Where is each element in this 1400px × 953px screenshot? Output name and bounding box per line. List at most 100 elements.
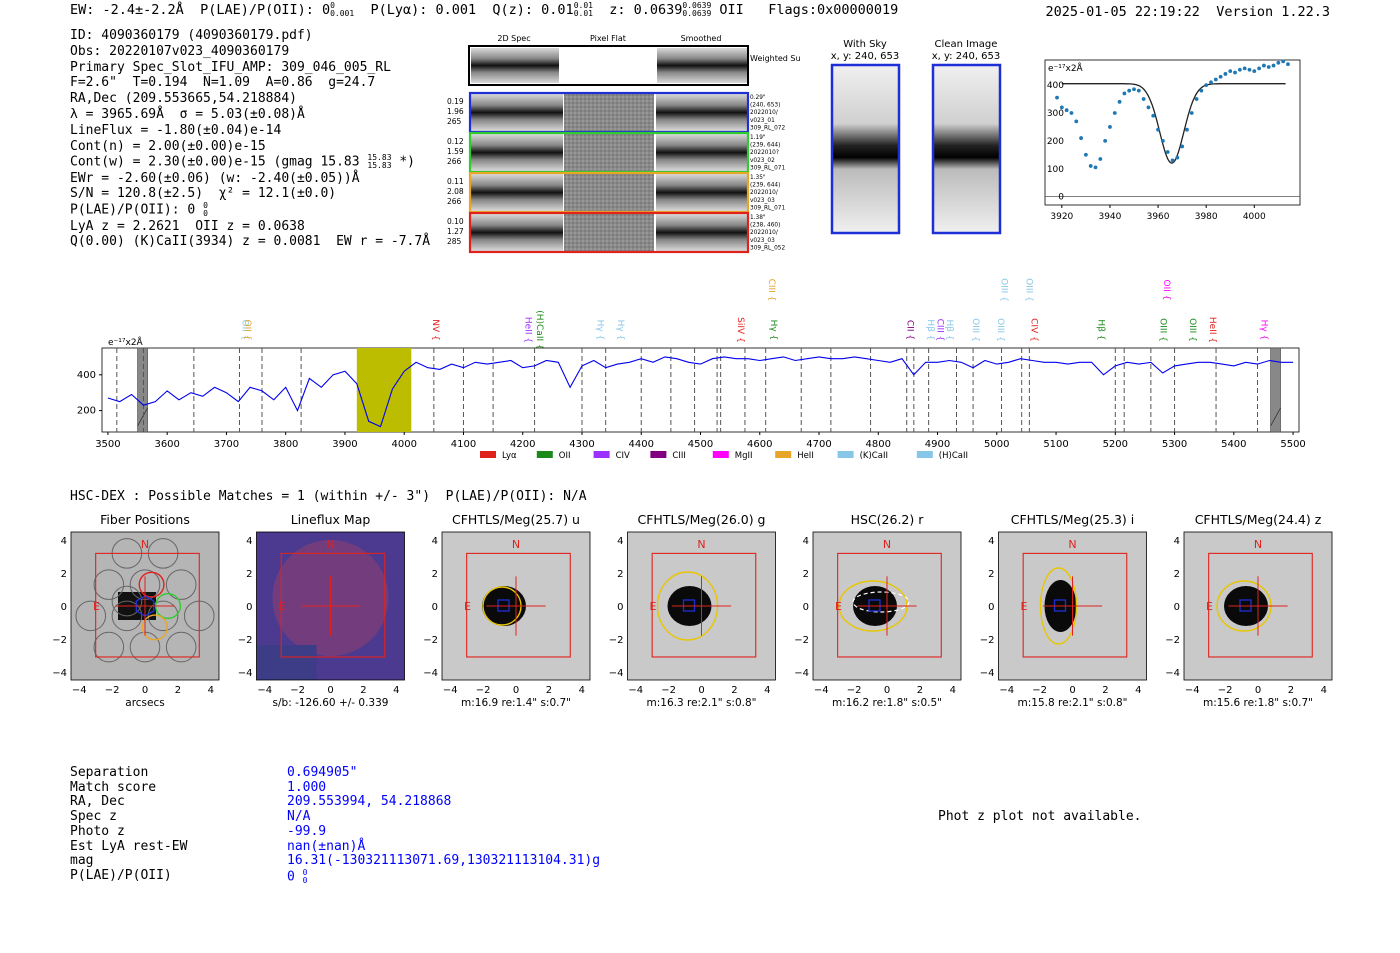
col-title-smoothed: Smoothed	[681, 34, 722, 43]
imaging-panel: CFHTLS/Meg(25.7) u N E 4 2 0 −2 −4 −4 −2 0 2 4 m:16.9…	[423, 512, 591, 709]
detection-info: ID: 4090360179 (4090360179.pdf) Obs: 202…	[70, 28, 430, 250]
emission-line-label: Hγ {	[594, 320, 604, 341]
plae-value: P(LAE)/P(OII): 00 0.001	[200, 1, 355, 19]
info-lambda: λ = 3965.69Å σ = 5.03(±0.08)Å	[70, 106, 305, 122]
col-title-pixelflat: Pixel Flat	[590, 34, 626, 43]
spectrum-xtick-label: 4700	[806, 439, 831, 450]
hsc-dex-header: HSC-DEX : Possible Matches = 1 (within +…	[70, 489, 587, 504]
zoom-data-point	[1233, 70, 1237, 75]
panel-ytick-label: 0	[432, 602, 438, 613]
emission-line-label: (H)CaII {	[534, 310, 544, 350]
red-search-box	[466, 552, 571, 658]
fiber-circle	[111, 585, 143, 617]
panel-xtick-label: −2	[661, 685, 676, 696]
panel-xtick-label: −2	[105, 685, 120, 696]
panel-ytick-label: 4	[988, 536, 994, 547]
panel-xtick-label: 2	[917, 685, 923, 696]
spectrum-units: e⁻¹⁷x2Å	[108, 336, 144, 348]
zoom-data-point	[1194, 97, 1199, 101]
panel-ytick-label: −4	[238, 668, 253, 679]
panel-title: HSC(26.2) r	[851, 512, 925, 527]
legend-swatch	[480, 451, 496, 458]
legend-label: (K)CaII	[860, 451, 888, 461]
east-label: E	[650, 600, 657, 613]
spectrum-xtick-label: 5300	[1162, 439, 1187, 450]
datetime: 2025-01-05 22:19:22	[1045, 4, 1200, 20]
panel-xtick-label: −4	[814, 685, 829, 696]
panel-ytick-label: 2	[803, 569, 809, 580]
spectrum-xtick-label: 4400	[629, 439, 654, 450]
east-label: E	[93, 600, 100, 613]
zoom-data-point	[1117, 99, 1122, 104]
emission-line-label: CIV {	[1029, 318, 1039, 342]
zoom-model-curve	[1061, 83, 1286, 164]
lineflux-edge	[256, 645, 317, 680]
zoom-data-point	[1271, 63, 1276, 68]
panel-xtick-label: 0	[884, 685, 890, 696]
panel-caption: arcsecs	[125, 697, 164, 709]
zoom-data-point	[1093, 165, 1098, 170]
emission-line-label: OII {	[1161, 280, 1171, 301]
spectrum-xtick-label: 4000	[391, 439, 416, 450]
spectrum-xtick-label: 3900	[332, 439, 357, 450]
zoom-data-point	[1185, 127, 1189, 132]
zoom-data-point	[1286, 62, 1290, 67]
zoom-data-point	[1055, 95, 1059, 100]
panel-ytick-label: 4	[432, 536, 438, 547]
imaging-panels: Fiber Positions N E 4 2 0 −2 −4 −4 −2 0 2 4 arcsecs Li…	[52, 512, 1333, 709]
spec2d-row-meta: 309_RL_072	[750, 125, 785, 131]
panel-frame	[441, 531, 591, 681]
panel-xtick-label: 0	[1255, 685, 1261, 696]
spec2d-row-meta: (239, 644)	[750, 183, 780, 189]
panel-xtick-label: 4	[393, 685, 399, 696]
panel-ytick-label: 0	[61, 602, 67, 613]
panel-xtick-label: −2	[847, 685, 862, 696]
zoom-data-point	[1204, 83, 1209, 87]
panel-ytick-label: −4	[423, 668, 438, 679]
emission-line-label: CIII {	[935, 319, 945, 342]
panel-xtick-label: 0	[698, 685, 704, 696]
east-label: E	[279, 600, 286, 613]
zoom-xtick-label: 3920	[1050, 212, 1073, 222]
match-row: mag 16.31(-130321113071.69,130321113104.3…	[70, 853, 601, 869]
zoom-ytick-label: 400	[1047, 81, 1064, 91]
spectrum-xtick-label: 3500	[95, 439, 120, 450]
panel-xtick-label: −2	[1218, 685, 1233, 696]
panel-xtick-label: 4	[579, 685, 585, 696]
imaging-panel: Fiber Positions N E 4 2 0 −2 −4 −4 −2 0 2 4 arcsecs	[52, 512, 220, 709]
panel-ytick-label: 4	[1174, 536, 1180, 547]
spectrum-xtick-label: 3800	[273, 439, 298, 450]
line-window-highlight	[356, 348, 412, 432]
spec2d-row-stat: 2.08	[447, 187, 464, 196]
plya-value: P(Lyα): 0.001	[370, 2, 477, 18]
emission-line-label: OII {	[239, 320, 249, 341]
panel-caption: s/b: -126.60 +/- 0.339	[273, 697, 389, 709]
spec2d-row-meta: (239, 644)	[750, 143, 780, 149]
panel-ytick-label: 0	[803, 602, 809, 613]
panel-caption: m:16.2 re:1.8" s:0.5"	[832, 697, 942, 709]
zoom-data-point	[1141, 97, 1146, 101]
east-label: E	[1206, 600, 1213, 613]
panel-caption: m:16.9 re:1.4" s:0.7"	[461, 697, 571, 709]
zoom-data-point	[1223, 72, 1228, 76]
spec2d-row-meta: (240, 653)	[750, 103, 780, 109]
emission-line-label: OIII {	[1187, 318, 1197, 342]
east-label: E	[464, 600, 471, 613]
zoom-data-point	[1156, 127, 1160, 132]
legend-swatch	[775, 451, 792, 458]
red-search-box	[1208, 552, 1313, 658]
emission-line-label: OIII {	[970, 318, 980, 342]
panel-ytick-label: −2	[609, 635, 624, 646]
spectrum-series-line	[107, 356, 1294, 428]
spectrum-xtick-label: 4300	[569, 439, 594, 450]
spec2d-row-stat: 0.10	[447, 217, 464, 226]
spec2d-row-stat: 265	[447, 117, 462, 126]
fiber-circle	[75, 600, 107, 632]
north-label: N	[512, 538, 520, 551]
zoom-data-point	[1262, 63, 1266, 68]
zoom-data-point	[1170, 158, 1175, 163]
masked-region	[137, 347, 148, 433]
